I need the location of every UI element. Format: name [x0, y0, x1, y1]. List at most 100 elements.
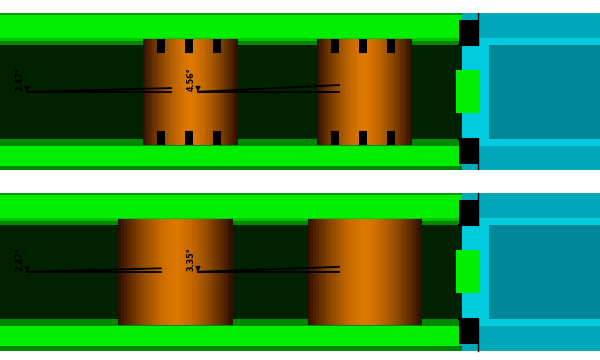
- Bar: [313, 219, 317, 325]
- Bar: [456, 250, 480, 293]
- Bar: [317, 39, 319, 145]
- Bar: [405, 39, 407, 145]
- Bar: [376, 219, 379, 325]
- Bar: [193, 219, 196, 325]
- Bar: [145, 39, 148, 145]
- Bar: [166, 39, 169, 145]
- Bar: [364, 219, 368, 325]
- Bar: [0, 38, 462, 45]
- Bar: [212, 39, 215, 145]
- Bar: [357, 39, 360, 145]
- Bar: [181, 39, 184, 145]
- Bar: [0, 218, 462, 221]
- Bar: [147, 219, 151, 325]
- Bar: [144, 219, 148, 325]
- Bar: [344, 219, 348, 325]
- Bar: [407, 39, 410, 145]
- Bar: [403, 39, 405, 145]
- Bar: [364, 39, 367, 145]
- Bar: [0, 346, 462, 351]
- Bar: [221, 39, 224, 145]
- Bar: [355, 39, 358, 145]
- Bar: [0, 225, 462, 319]
- Bar: [0, 13, 462, 20]
- Bar: [374, 39, 377, 145]
- Bar: [328, 39, 331, 145]
- Bar: [173, 219, 176, 325]
- Bar: [154, 39, 157, 145]
- Bar: [127, 219, 130, 325]
- Bar: [350, 39, 353, 145]
- Bar: [150, 219, 153, 325]
- Bar: [0, 166, 462, 171]
- Bar: [0, 193, 462, 351]
- Bar: [353, 219, 356, 325]
- Bar: [233, 39, 236, 145]
- Bar: [224, 219, 227, 325]
- Bar: [207, 39, 210, 145]
- Bar: [359, 39, 367, 53]
- Bar: [413, 219, 416, 325]
- Bar: [157, 39, 160, 145]
- Bar: [367, 39, 370, 145]
- Bar: [185, 39, 188, 145]
- Bar: [333, 39, 336, 145]
- Bar: [369, 39, 372, 145]
- Bar: [331, 39, 339, 53]
- Bar: [340, 39, 343, 145]
- Bar: [489, 225, 600, 319]
- Bar: [0, 139, 462, 146]
- Bar: [183, 39, 186, 145]
- Bar: [459, 20, 478, 45]
- Bar: [387, 131, 395, 145]
- Bar: [459, 193, 600, 351]
- Bar: [383, 39, 386, 145]
- Bar: [164, 39, 167, 145]
- Bar: [221, 219, 224, 325]
- Bar: [176, 39, 179, 145]
- Bar: [212, 219, 216, 325]
- Bar: [209, 39, 212, 145]
- Text: 4.56°: 4.56°: [187, 67, 196, 91]
- Bar: [0, 326, 462, 351]
- Bar: [204, 219, 207, 325]
- Bar: [164, 219, 167, 325]
- Bar: [161, 219, 164, 325]
- Bar: [352, 39, 355, 145]
- Bar: [331, 131, 339, 145]
- Bar: [171, 39, 174, 145]
- Bar: [226, 39, 229, 145]
- Bar: [345, 39, 348, 145]
- Bar: [0, 38, 462, 41]
- Bar: [229, 39, 231, 145]
- Bar: [385, 219, 388, 325]
- Bar: [0, 45, 462, 139]
- Bar: [371, 39, 374, 145]
- Text: 2.47°: 2.47°: [16, 67, 24, 91]
- Bar: [359, 39, 362, 145]
- Bar: [195, 39, 198, 145]
- Bar: [0, 146, 462, 171]
- Bar: [161, 39, 164, 145]
- Bar: [341, 219, 345, 325]
- Bar: [0, 218, 462, 225]
- Bar: [231, 39, 233, 145]
- Bar: [133, 219, 136, 325]
- Bar: [173, 39, 176, 145]
- Bar: [382, 219, 385, 325]
- Bar: [229, 219, 233, 325]
- Bar: [178, 219, 182, 325]
- Bar: [0, 193, 462, 218]
- Bar: [124, 219, 128, 325]
- Bar: [409, 39, 412, 145]
- Bar: [386, 39, 389, 145]
- Bar: [459, 319, 478, 344]
- Bar: [207, 219, 210, 325]
- Bar: [184, 219, 187, 325]
- Bar: [157, 39, 165, 53]
- Bar: [167, 219, 170, 325]
- Bar: [350, 219, 353, 325]
- Bar: [213, 131, 221, 145]
- Bar: [390, 219, 394, 325]
- Bar: [387, 219, 391, 325]
